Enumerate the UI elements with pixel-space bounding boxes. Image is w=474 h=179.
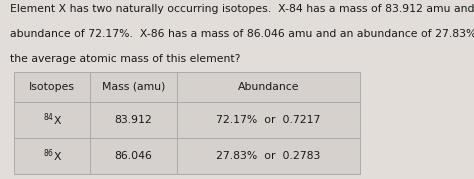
Bar: [91, 138, 177, 174]
Bar: [177, 102, 360, 138]
Text: 86.046: 86.046: [115, 151, 153, 161]
Bar: [14, 72, 91, 102]
Text: abundance of 72.17%.  X-86 has a mass of 86.046 amu and an abundance of 27.83%. : abundance of 72.17%. X-86 has a mass of …: [10, 29, 474, 39]
Bar: [177, 138, 360, 174]
Text: 83.912: 83.912: [115, 115, 153, 125]
Text: the average atomic mass of this element?: the average atomic mass of this element?: [10, 54, 241, 64]
Text: $^{86}$X: $^{86}$X: [43, 147, 62, 164]
Text: Abundance: Abundance: [238, 82, 299, 92]
Bar: [14, 138, 91, 174]
Text: 72.17%  or  0.7217: 72.17% or 0.7217: [216, 115, 321, 125]
Bar: [91, 102, 177, 138]
Text: $^{84}$X: $^{84}$X: [43, 112, 62, 128]
Text: Element X has two naturally occurring isotopes.  X-84 has a mass of 83.912 amu a: Element X has two naturally occurring is…: [10, 4, 474, 14]
Text: Mass (amu): Mass (amu): [102, 82, 165, 92]
Bar: [14, 102, 91, 138]
Text: Isotopes: Isotopes: [29, 82, 75, 92]
Bar: [91, 72, 177, 102]
Text: 27.83%  or  0.2783: 27.83% or 0.2783: [216, 151, 321, 161]
Bar: [177, 72, 360, 102]
